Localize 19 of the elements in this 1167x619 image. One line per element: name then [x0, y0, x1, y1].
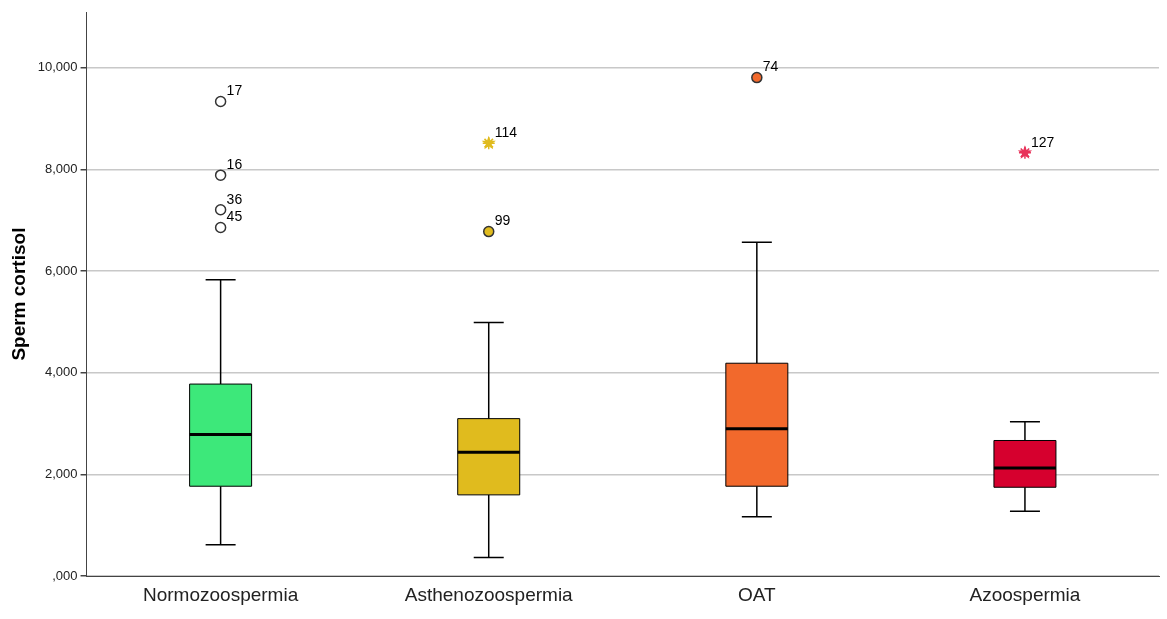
x-tick-label: Azoospermia	[969, 583, 1081, 605]
annotation: 16	[226, 156, 243, 173]
y-tick-label: 4,000	[45, 364, 78, 380]
y-axis-title: Sperm cortisol	[7, 227, 29, 361]
annotation: 17	[226, 82, 243, 99]
y-tick-label: 10,000	[37, 59, 78, 75]
y-tick-label: ,000	[52, 567, 78, 583]
annotation: 99	[494, 212, 511, 229]
x-tick-label: Normozoospermia	[143, 583, 299, 605]
annotation: 45	[226, 208, 243, 225]
annotation: 36	[226, 190, 243, 207]
annotation: 74	[762, 58, 779, 75]
y-tick-label: 2,000	[45, 466, 78, 482]
annotation: 114	[494, 124, 518, 140]
x-tick-label: Asthenozoospermia	[404, 583, 574, 605]
y-tick-label: 6,000	[45, 262, 78, 278]
x-tick-label: OAT	[738, 583, 777, 605]
annotation: 127	[1030, 133, 1055, 150]
y-tick-label: 8,000	[45, 161, 78, 177]
